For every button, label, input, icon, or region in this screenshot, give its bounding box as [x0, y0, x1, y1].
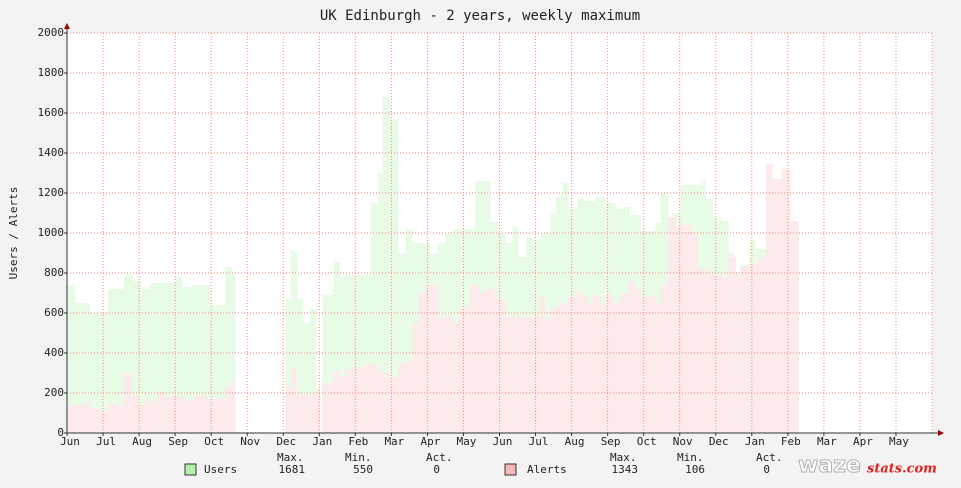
x-tick-label: Nov	[240, 435, 260, 448]
y-tick-label: 1600	[38, 106, 65, 119]
credit-brand: waze	[798, 453, 861, 478]
legend-label: Users	[204, 463, 237, 476]
x-tick-label: Apr	[853, 435, 873, 448]
x-tick-label: Feb	[781, 435, 801, 448]
y-axis-label: Users / Alerts	[7, 187, 20, 280]
stat-value: 0	[763, 463, 770, 476]
x-tick-label: Aug	[132, 435, 152, 448]
x-tick-label: Dec	[276, 435, 296, 448]
y-tick-label: 400	[44, 346, 64, 359]
stat-value: 106	[685, 463, 705, 476]
y-tick-label: 1800	[38, 66, 65, 79]
legend-label: Alerts	[527, 463, 567, 476]
y-tick-label: 200	[44, 386, 64, 399]
stat-header: Max.	[610, 451, 637, 464]
x-tick-label: Oct	[637, 435, 657, 448]
stat-value: 550	[353, 463, 373, 476]
stat-header: Max.	[277, 451, 304, 464]
x-tick-label: Jun	[493, 435, 513, 448]
x-tick-label: Apr	[420, 435, 440, 448]
y-tick-label: 2000	[38, 26, 65, 39]
credit: waze stats.com	[798, 453, 937, 479]
x-tick-label: Oct	[204, 435, 224, 448]
y-tick-label: 800	[44, 266, 64, 279]
x-tick-label: Aug	[565, 435, 585, 448]
x-axis-arrow	[938, 430, 944, 436]
legend-swatch	[184, 463, 197, 476]
x-tick-label: Jul	[96, 435, 116, 448]
stat-header: Act.	[426, 451, 453, 464]
stat-value: 0	[433, 463, 440, 476]
grid: 0 200 400 600 800 1000 1200 1400 1600 1800 2000 Jun…	[38, 26, 933, 448]
x-tick-label: Mar	[384, 435, 404, 448]
y-tick-label: 1000	[38, 226, 65, 239]
x-tick-label: Nov	[673, 435, 693, 448]
x-tick-label: May	[889, 435, 909, 448]
stat-header: Min.	[345, 451, 372, 464]
series-area	[285, 369, 321, 433]
x-tick-label: Jan	[745, 435, 765, 448]
y-tick-label: 600	[44, 306, 64, 319]
stat-value: 1343	[612, 463, 639, 476]
chart-title: UK Edinburgh - 2 years, weekly maximum	[320, 8, 640, 24]
series-area	[67, 267, 236, 433]
axes	[64, 23, 944, 436]
x-tick-label: Jan	[312, 435, 332, 448]
x-tick-label: Dec	[709, 435, 729, 448]
x-tick-label: Sep	[601, 435, 621, 448]
y-tick-label: 1200	[38, 186, 65, 199]
y-tick-label: 1400	[38, 146, 65, 159]
legend-swatch	[504, 463, 517, 476]
y-axis-arrow	[64, 23, 70, 29]
credit-domain: stats.com	[867, 462, 937, 477]
x-tick-label: Jul	[529, 435, 549, 448]
x-tick-label: May	[457, 435, 477, 448]
stat-header: Act.	[756, 451, 783, 464]
x-tick-label: Feb	[348, 435, 368, 448]
stat-value: 1681	[279, 463, 306, 476]
stat-header: Min.	[677, 451, 704, 464]
x-tick-label: Sep	[168, 435, 188, 448]
x-tick-label: Mar	[817, 435, 837, 448]
x-tick-label: Jun	[60, 435, 80, 448]
y-tick-label: 0	[57, 426, 64, 439]
series-area	[67, 373, 236, 433]
